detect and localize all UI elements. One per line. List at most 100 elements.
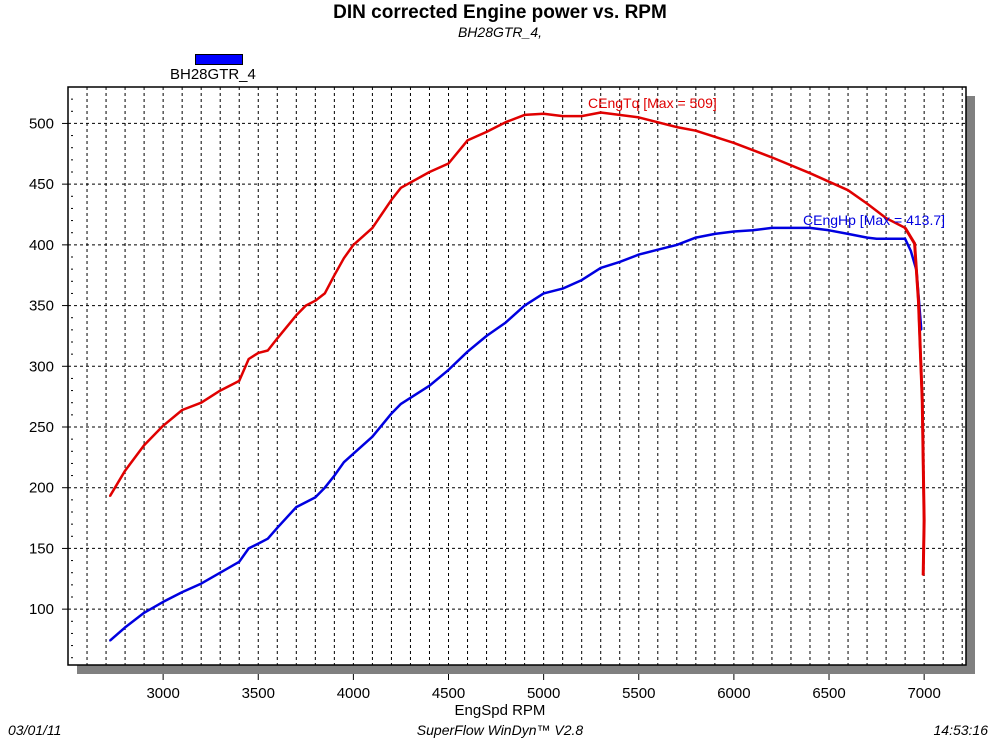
torque-data-point (371, 227, 374, 229)
x-tick-label: 5500 (622, 685, 655, 702)
torque-data-point (771, 156, 773, 159)
power-data-point (428, 384, 431, 387)
torque-data-point (809, 172, 811, 175)
torque-data-point (162, 424, 164, 427)
power-data-point (910, 250, 912, 252)
power-data-point (143, 611, 145, 614)
power-data-point (618, 261, 621, 263)
y-tick-label: 350 (29, 298, 54, 315)
power-max-annotation: CEngHp [Max = 413.7] (803, 212, 945, 228)
power-data-point (200, 582, 202, 585)
power-data-point (561, 287, 564, 290)
chart-subtitle: BH28GTR_4, (457, 24, 543, 40)
footer-app-name: SuperFlow WinDyn™ V2.8 (416, 722, 584, 738)
power-data-point (847, 233, 849, 235)
power-data-point (828, 229, 830, 232)
power-data-point (238, 560, 241, 563)
power-data-point (599, 267, 602, 269)
torque-data-point (676, 126, 678, 128)
y-tick-label: 400 (29, 237, 54, 254)
torque-data-point (124, 469, 126, 472)
power-data-point (247, 547, 250, 550)
x-tick-label: 3000 (146, 685, 179, 702)
torque-data-point (561, 115, 564, 117)
torque-data-point (885, 217, 887, 219)
power-data-point (295, 506, 298, 508)
power-data-point (809, 227, 811, 229)
power-data-point (343, 461, 345, 464)
power-data-point (314, 496, 317, 499)
torque-data-point (266, 349, 269, 352)
x-tick-label: 3500 (242, 685, 275, 702)
footer-date: 03/01/11 (8, 722, 62, 738)
power-data-point (752, 229, 754, 232)
x-tick-label: 6500 (812, 685, 845, 702)
power-data-point (695, 236, 697, 239)
power-data-point (485, 335, 488, 337)
power-data-point (266, 537, 269, 540)
torque-data-point (580, 115, 583, 117)
x-tick-label: 6000 (717, 685, 750, 702)
power-data-point (109, 639, 111, 642)
legend-swatch (195, 54, 243, 65)
y-tick-label: 100 (29, 601, 54, 618)
torque-data-point (390, 199, 393, 201)
torque-data-point (695, 129, 697, 132)
torque-data-point (523, 114, 526, 116)
y-tick-label: 200 (29, 480, 54, 497)
power-data-point (637, 253, 640, 256)
power-data-point (352, 452, 355, 455)
torque-data-point (314, 299, 317, 302)
power-data-point (324, 486, 326, 489)
torque-data-point (400, 186, 402, 189)
power-data-point (771, 227, 773, 229)
torque-data-point (866, 202, 868, 205)
legend-label: BH28GTR_4 (170, 66, 256, 83)
power-data-point (733, 230, 735, 233)
power-data-point (904, 237, 906, 240)
plot-area (68, 87, 966, 665)
y-tick-label: 450 (29, 176, 54, 193)
torque-data-point (247, 358, 250, 360)
power-data-point (400, 403, 402, 405)
torque-data-point (324, 292, 326, 295)
torque-data-point (219, 389, 222, 392)
power-data-point (257, 542, 260, 545)
torque-data-point (447, 162, 450, 165)
power-data-point (523, 304, 526, 307)
torque-data-point (109, 495, 111, 498)
power-data-point (371, 435, 374, 438)
y-tick-label: 300 (29, 358, 54, 375)
power-data-point (504, 321, 507, 324)
power-data-point (276, 526, 279, 529)
power-data-point (390, 412, 393, 415)
power-data-point (162, 601, 164, 603)
torque-data-point (181, 409, 183, 411)
power-data-point (447, 369, 450, 371)
torque-data-point (733, 142, 735, 144)
power-data-point (466, 350, 469, 353)
torque-data-point (542, 112, 545, 115)
power-data-point (866, 236, 868, 239)
torque-data-point (466, 139, 469, 142)
power-data-point (124, 626, 126, 629)
torque-data-point (333, 274, 336, 277)
torque-data-point (428, 171, 431, 173)
y-tick-label: 500 (29, 115, 54, 132)
x-axis-label: EngSpd RPM (455, 702, 546, 719)
torque-data-point (305, 304, 307, 307)
power-data-point (580, 279, 583, 281)
torque-data-point (352, 244, 355, 246)
x-tick-label: 4000 (337, 685, 370, 702)
power-data-point (219, 571, 222, 574)
footer-time: 14:53:16 (933, 722, 989, 738)
torque-data-point (637, 116, 640, 119)
torque-data-point (599, 111, 602, 114)
torque-data-point (847, 189, 849, 192)
torque-data-point (257, 352, 260, 354)
power-data-point (333, 474, 336, 477)
torque-data-point (143, 444, 145, 447)
y-tick-label: 150 (29, 540, 54, 557)
torque-data-point (295, 314, 298, 317)
